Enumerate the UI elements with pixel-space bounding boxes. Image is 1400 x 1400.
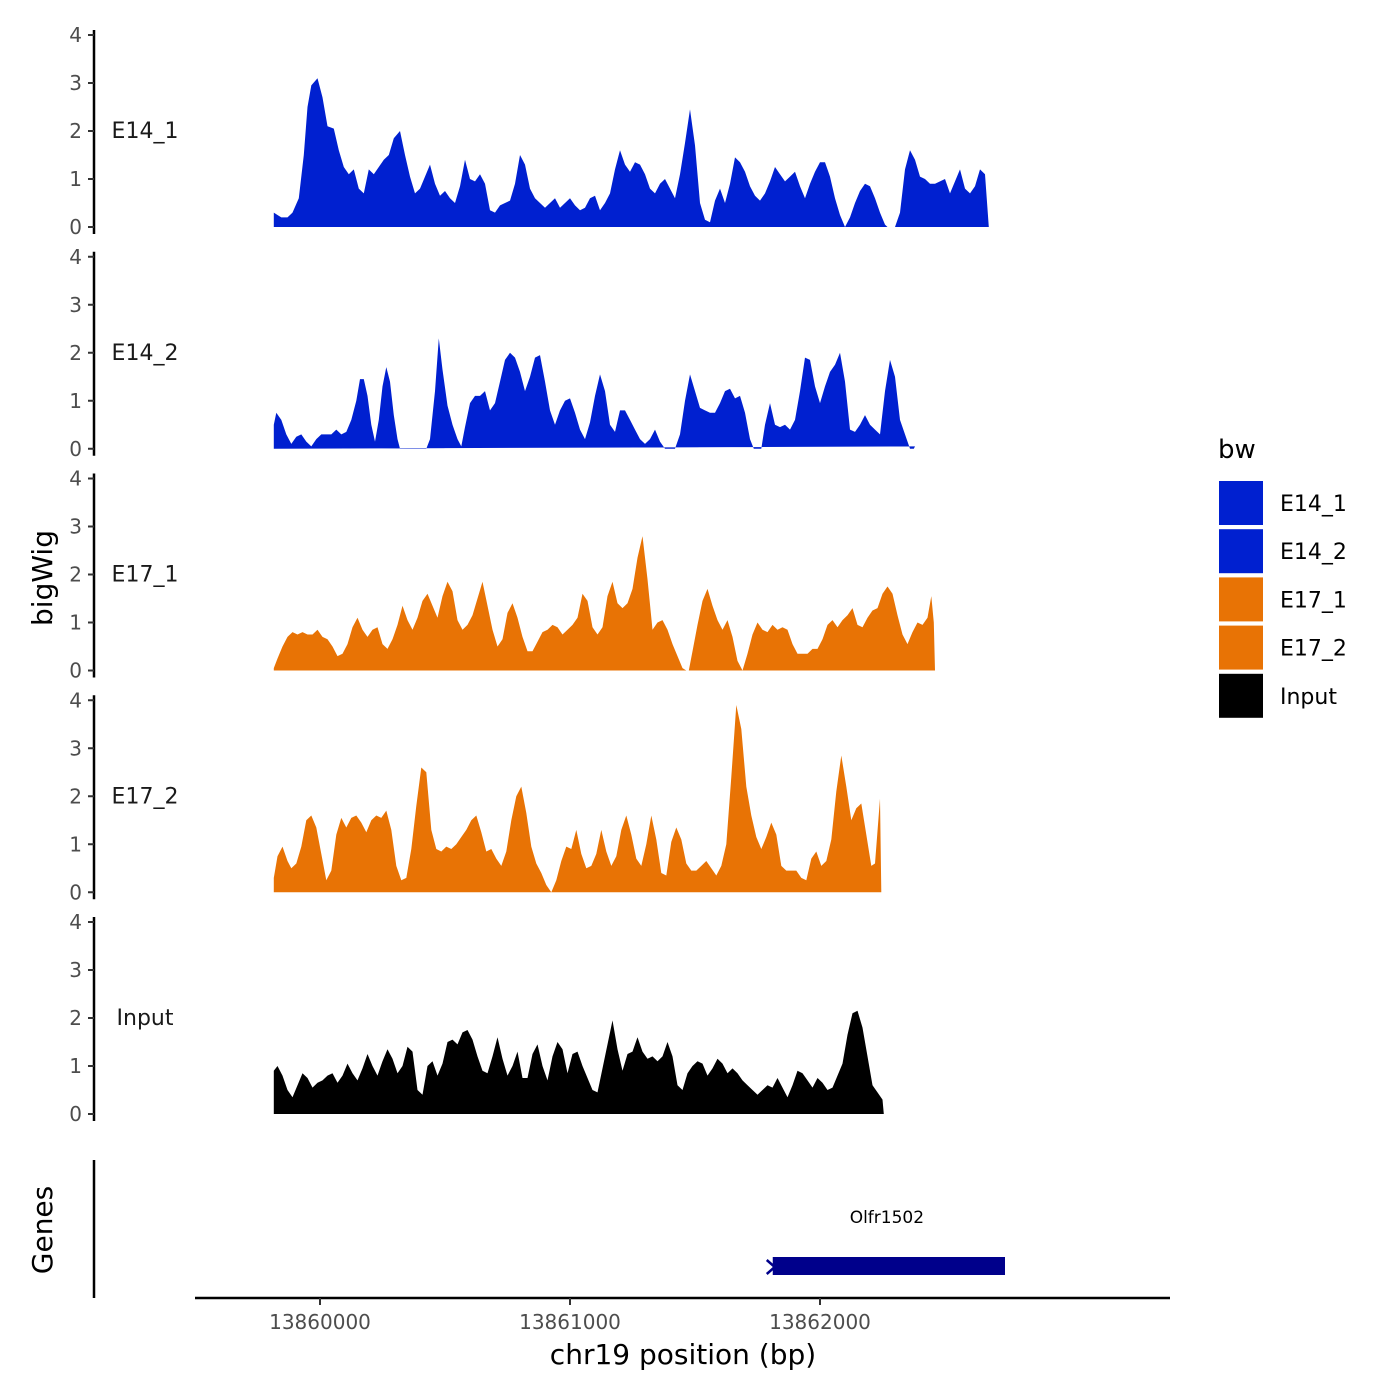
y-tick-label: 1: [69, 1054, 82, 1078]
legend-swatch: [1217, 527, 1265, 576]
track-label: E14_2: [112, 341, 179, 366]
y-tick-label: 4: [69, 910, 82, 934]
x-axis-title: chr19 position (bp): [550, 1338, 816, 1371]
track-e17-2: 0 1 2 3 4 E17_2: [69, 688, 882, 904]
track-input: 0 1 2 3 4 Input: [69, 910, 884, 1126]
y-tick-label: 3: [69, 293, 82, 317]
track-label: E17_2: [112, 784, 179, 809]
signal-area: [273, 1010, 884, 1114]
signal-area: [273, 705, 882, 893]
legend-item: E14_2: [1217, 527, 1347, 576]
y-axis-title: bigWig: [26, 530, 59, 626]
tracks-panel: 0 1 2 3 4 E14_1 0 1 2 3 4 E14_2 0 1 2 3 4 E17_1 0 1 2 3 4 E17_2…: [69, 23, 989, 1126]
x-tick-label: 13861000: [519, 1310, 621, 1334]
legend-item: E17_2: [1217, 623, 1347, 672]
genes-axis-title: Genes: [26, 1186, 59, 1274]
track-label: E17_1: [112, 563, 179, 588]
x-tick-label: 13862000: [769, 1310, 871, 1334]
legend-label: E17_1: [1280, 588, 1347, 613]
signal-area: [273, 536, 935, 671]
y-tick-label: 3: [69, 958, 82, 982]
legend-label: E14_1: [1280, 492, 1347, 517]
x-axis: 13860000 13861000 13862000: [195, 1296, 1170, 1334]
genes-panel: Olfr1502: [92, 1160, 1005, 1298]
legend-label: Input: [1280, 685, 1337, 710]
y-tick-label: 3: [69, 736, 82, 760]
y-tick-label: 1: [69, 611, 82, 635]
x-tick-label: 13860000: [269, 1310, 371, 1334]
track-e17-1: 0 1 2 3 4 E17_1: [69, 467, 935, 683]
y-tick-label: 3: [69, 71, 82, 95]
y-tick-label: 0: [69, 437, 82, 461]
signal-area: [273, 78, 989, 227]
legend-item: Input: [1217, 671, 1337, 720]
legend-label: E14_2: [1280, 540, 1347, 565]
legend-swatch: [1217, 575, 1265, 624]
y-tick-label: 2: [69, 563, 82, 587]
gene-body: [772, 1257, 1005, 1275]
gene-label: Olfr1502: [850, 1208, 924, 1228]
legend-swatch: [1217, 623, 1265, 672]
legend: bw E14_1 E14_2 E17_1 E17_2 Input: [1217, 435, 1347, 720]
gene-olfr1502: Olfr1502: [765, 1208, 1005, 1275]
y-tick-label: 4: [69, 23, 82, 47]
y-tick-label: 4: [69, 688, 82, 712]
y-tick-label: 2: [69, 784, 82, 808]
y-tick-label: 2: [69, 119, 82, 143]
legend-item: E14_1: [1217, 479, 1347, 527]
legend-swatch: [1217, 479, 1265, 527]
y-tick-label: 3: [69, 515, 82, 539]
y-tick-label: 1: [69, 167, 82, 191]
strand-arrow: [765, 1259, 777, 1275]
y-tick-label: 0: [69, 215, 82, 239]
y-tick-label: 0: [69, 659, 82, 683]
y-tick-label: 4: [69, 245, 82, 269]
track-label: E14_1: [112, 119, 179, 144]
y-tick-label: 0: [69, 880, 82, 904]
y-tick-label: 2: [69, 1006, 82, 1030]
y-tick-label: 1: [69, 832, 82, 856]
track-e14-2: 0 1 2 3 4 E14_2: [69, 245, 915, 461]
legend-item: E17_1: [1217, 575, 1347, 624]
track-e14-1: 0 1 2 3 4 E14_1: [69, 23, 989, 239]
legend-swatch: [1217, 671, 1265, 720]
legend-label: E17_2: [1280, 637, 1347, 662]
track-label: Input: [117, 1006, 174, 1031]
legend-title: bw: [1218, 435, 1256, 465]
y-tick-label: 0: [69, 1102, 82, 1126]
y-tick-label: 1: [69, 389, 82, 413]
y-tick-label: 2: [69, 341, 82, 365]
y-tick-label: 4: [69, 467, 82, 491]
signal-area: [273, 338, 915, 449]
